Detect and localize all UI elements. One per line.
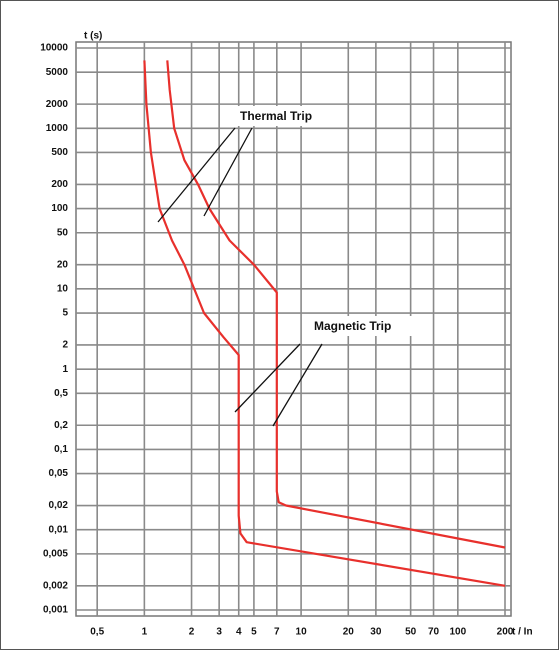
x-tick-label: 2 (189, 627, 195, 638)
y-tick-label: 0,005 (43, 549, 68, 560)
annotation: Thermal Trip (240, 109, 312, 123)
curve (143, 60, 506, 587)
x-tick-label: 5 (251, 627, 257, 638)
y-tick-label: 0,01 (49, 524, 69, 535)
y-tick-label: 1000 (46, 123, 69, 134)
y-tick-label: 0,001 (43, 605, 68, 616)
leader-line (234, 343, 301, 413)
y-tick-label: 200 (51, 179, 68, 190)
leader-line (272, 343, 323, 427)
x-tick-label: 70 (428, 627, 440, 638)
y-tick-label: 1 (62, 364, 68, 375)
x-tick-label: 50 (405, 627, 417, 638)
x-tick-label: 30 (370, 627, 382, 638)
y-tick-label: 2000 (46, 99, 69, 110)
y-tick-label: 0,05 (49, 468, 69, 479)
y-tick-label: 0,2 (54, 420, 68, 431)
leader-line (203, 127, 253, 217)
y-tick-label: 0,02 (49, 500, 69, 511)
plot-frame (75, 41, 512, 617)
y-tick-label: 10 (57, 283, 69, 294)
y-tick-label: 100 (51, 203, 68, 214)
y-tick-label: 5 (62, 308, 68, 319)
y-tick-label: 2 (62, 340, 68, 351)
marks (143, 60, 506, 587)
x-tick-label: 3 (216, 627, 222, 638)
x-tick-label: 7 (274, 627, 280, 638)
x-tick-label: 10 (296, 627, 308, 638)
x-tick-label: 1 (142, 627, 148, 638)
grid: 10000 5000 2000 1000 500 200 100 50 20 10 5 2 1 0,5 0,… (40, 41, 514, 638)
x-tick-label: 0,5 (90, 627, 104, 638)
annotation: Magnetic Trip (314, 319, 391, 333)
y-tick-label: 10000 (40, 43, 68, 54)
leader-line (157, 127, 236, 223)
x-tick-label: 200 (497, 627, 514, 638)
y-tick-label: 0,1 (54, 444, 68, 455)
annotations: Thermal Trip Magnetic Trip (157, 106, 420, 427)
x-axis-label: t / In (512, 627, 533, 638)
y-tick-label: 50 (57, 227, 69, 238)
annotation-bg (236, 106, 332, 126)
y-tick-label: 20 (57, 259, 69, 270)
y-axis-label: t (s) (84, 31, 102, 42)
y-tick-label: 0,002 (43, 580, 68, 591)
y-tick-label: 0,5 (54, 388, 68, 399)
x-tick-label: 20 (343, 627, 355, 638)
x-tick-label: 100 (449, 627, 466, 638)
curve (166, 60, 506, 549)
y-tick-label: 5000 (46, 67, 69, 78)
annotation-bg (310, 316, 420, 336)
x-tick-label: 4 (236, 627, 242, 638)
y-tick-label: 500 (51, 147, 68, 158)
